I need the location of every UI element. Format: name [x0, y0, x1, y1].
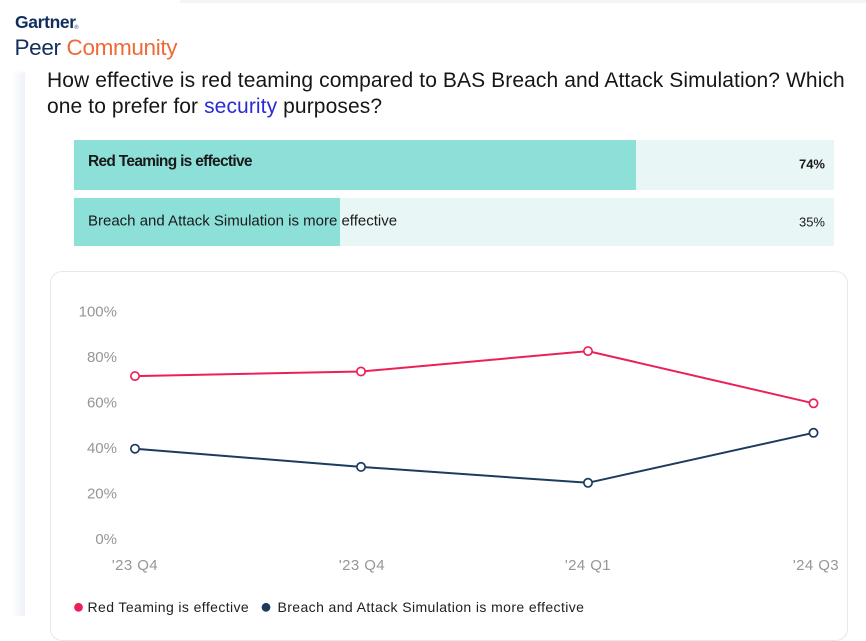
svg-text:'23 Q4: '23 Q4: [339, 557, 385, 574]
svg-text:'23 Q4: '23 Q4: [112, 557, 158, 574]
svg-text:0%: 0%: [95, 531, 117, 548]
svg-text:40%: 40%: [87, 440, 117, 457]
svg-text:'24 Q1: '24 Q1: [565, 557, 611, 574]
svg-text:Red Teaming is effective: Red Teaming is effective: [88, 599, 250, 615]
svg-text:100%: 100%: [79, 304, 117, 321]
svg-text:20%: 20%: [87, 486, 117, 503]
svg-text:'24 Q3: '24 Q3: [793, 557, 839, 574]
svg-text:80%: 80%: [87, 349, 117, 366]
svg-text:Breach and Attack Simulation i: Breach and Attack Simulation is more eff…: [278, 599, 585, 615]
svg-text:60%: 60%: [87, 395, 117, 412]
